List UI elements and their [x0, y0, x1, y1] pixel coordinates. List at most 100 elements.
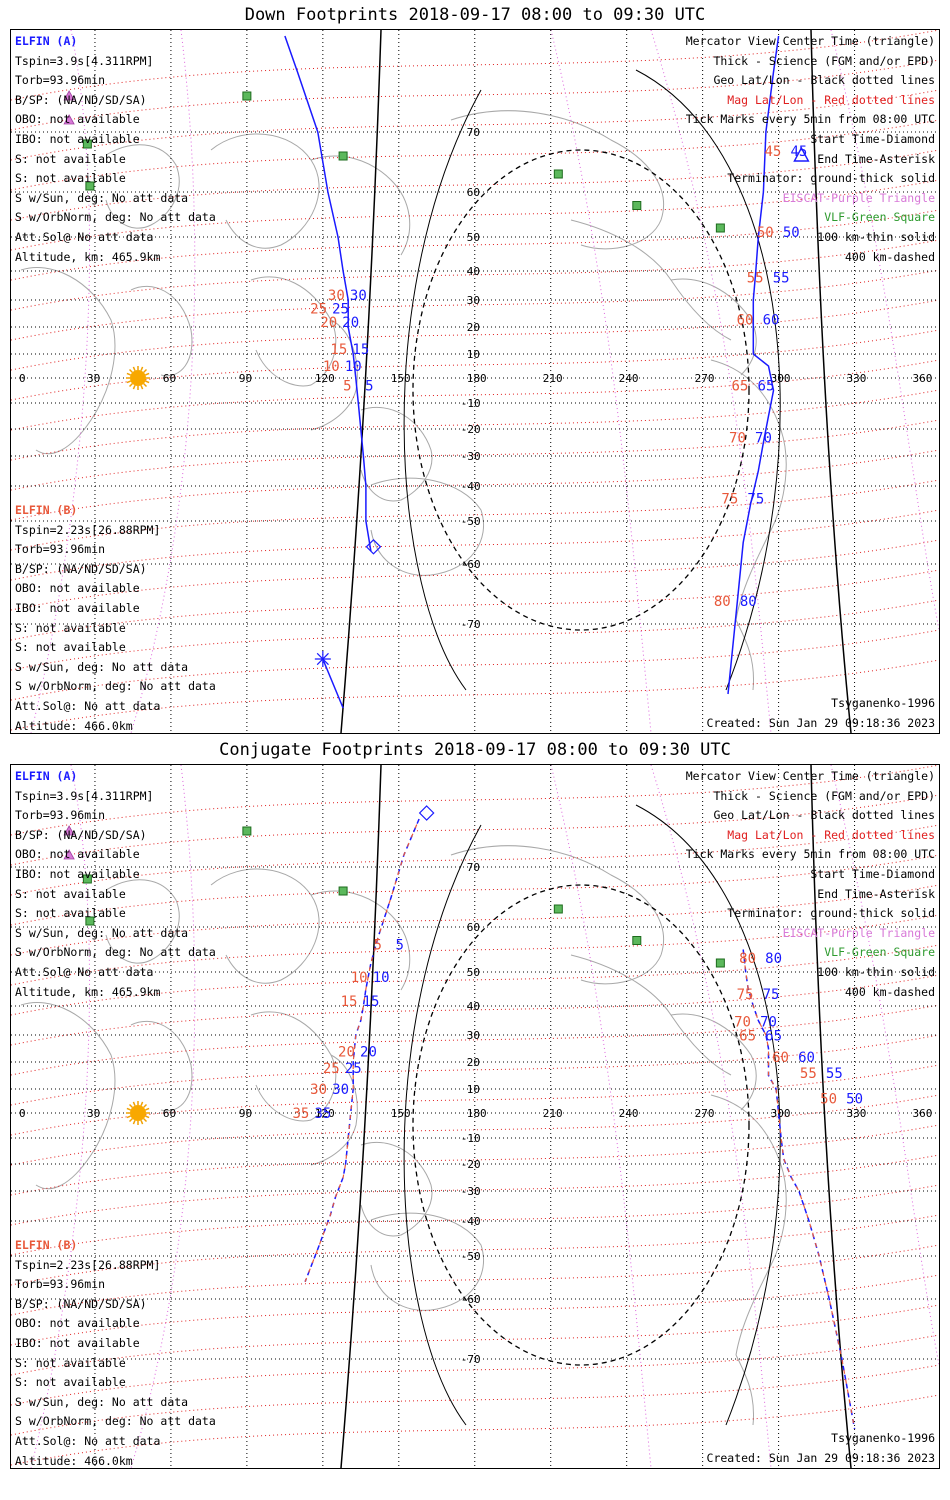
lon-tick-label: 150 — [391, 1107, 411, 1120]
lat-tick-label: -60 — [461, 558, 481, 571]
time-tick-label-b: 30 — [328, 288, 345, 304]
vlf-station-square — [715, 223, 725, 233]
elfin-b-info-line: B/SP: (NA/ND/SD/SA) — [15, 1296, 147, 1311]
lat-tick-label: 30 — [467, 294, 480, 307]
elfin-a-info-line: S w/Sun, deg: No att data — [15, 925, 189, 940]
eiscat-triangle — [63, 114, 75, 125]
coastline-10 — [670, 1013, 757, 1111]
coastline-6 — [360, 406, 433, 502]
time-tick-label-a: 60 — [798, 1050, 815, 1066]
time-tick-label-b: 20 — [320, 315, 337, 331]
coastline-11 — [710, 359, 787, 621]
mag-lat-line — [11, 1034, 939, 1106]
model-label: Tsyganenko-1996 — [831, 696, 935, 710]
lon-tick-label: 90 — [239, 1107, 252, 1120]
time-tick-label-a: 80 — [740, 594, 757, 610]
terminator-line — [810, 30, 852, 733]
elfin-a-info-line: S: not available — [15, 151, 126, 166]
elfin-b-info-line: S w/OrbNorm, deg: No att data — [15, 1414, 216, 1429]
elfin-a-info-line: S: not available — [15, 886, 126, 901]
time-tick-label-b: 10 — [351, 970, 368, 986]
center-time-triangle — [793, 146, 810, 162]
elfin-b-info: ELFIN (B) Tspin=2.23s[26.88RPM] Torb=93.96… — [15, 1236, 216, 1471]
time-tick-label-b: 35 — [292, 1106, 309, 1122]
elfin-b-info-line: Altitude: 466.0km — [15, 718, 133, 733]
lon-tick-label: 120 — [315, 372, 335, 385]
mag-lat-line — [11, 794, 939, 866]
coastline-1 — [105, 144, 180, 229]
legend-entry: Thick - Science (FGM and/or EPD) — [713, 53, 935, 68]
time-tick-label-b: 65 — [732, 379, 749, 395]
mag-lat-line — [11, 509, 939, 581]
down-footprints-map: 0 30 60 90 120 150 180 210 240 270 300 330 360 70 60 50… — [11, 30, 939, 733]
coastline-4 — [250, 276, 337, 387]
mag-lat-line — [11, 449, 939, 521]
vlf-station-square — [632, 201, 642, 210]
mag-lat-line — [11, 89, 939, 161]
time-tick-label-a: 65 — [765, 1028, 782, 1044]
time-tick-label-a: 65 — [758, 379, 775, 395]
time-tick-label-b: 70 — [734, 1014, 751, 1030]
mag-lat-line — [11, 854, 939, 926]
lat-tick-label: 40 — [467, 1000, 480, 1013]
down-footprints-panel: 0 30 60 90 120 150 180 210 240 270 300 330 360 70 60 50… — [10, 29, 940, 734]
100km-circle — [635, 69, 781, 691]
legend-entry: Start Time-Diamond — [810, 866, 935, 881]
vlf-station-square — [338, 886, 348, 896]
created-label: Created: Sun Jan 29 09:18:36 2023 — [706, 716, 935, 730]
elfin-b-trajectory — [742, 949, 856, 1430]
legend-entry: Geo Lat/Lon - Black dotted lines — [713, 73, 935, 88]
legend-entry: 100 km-thin solid — [817, 964, 935, 979]
elfin-a-header: ELFIN (A) — [15, 769, 78, 783]
start-diamond — [365, 538, 382, 555]
vlf-station-square — [553, 904, 563, 914]
mag-lat-line — [11, 1304, 939, 1376]
mag-lat-line — [11, 149, 939, 221]
mag-lat-line — [11, 359, 939, 431]
lat-tick-label: 50 — [467, 231, 480, 244]
elfin-b-info-line: OBO: not available — [15, 581, 140, 596]
mag-lat-line — [11, 1124, 939, 1196]
legend-entry: Tick Marks every 5min from 08:00 UTC — [685, 112, 935, 127]
elfin-b-header: ELFIN (B) — [15, 503, 78, 517]
elfin-b-trajectory — [304, 818, 420, 1283]
elfin-a-info-line: B/SP: (NA/ND/SD/SA) — [15, 92, 147, 107]
lon-tick-label: 0 — [19, 1107, 26, 1120]
lat-tick-label: 40 — [467, 265, 480, 278]
coastline-7 — [370, 1212, 485, 1311]
mag-lat-line — [11, 824, 939, 896]
elfin-a-info-line: Att.Sol@ No att data — [15, 964, 154, 979]
mag-lat-line — [11, 329, 939, 401]
elfin-a-info-line: S w/OrbNorm, deg: No att data — [15, 945, 216, 960]
lat-tick-label: 10 — [467, 348, 480, 361]
elfin-a-info-line: Altitude, km: 465.9km — [15, 249, 161, 264]
lon-tick-label: 60 — [163, 1107, 176, 1120]
lon-tick-label: 30 — [87, 1107, 100, 1120]
coastline-2 — [20, 266, 116, 455]
mag-lat-line — [11, 1184, 939, 1256]
mag-lat-line — [11, 1244, 939, 1316]
lat-tick-label: 70 — [467, 861, 480, 874]
time-tick-label-b: 45 — [764, 144, 781, 160]
time-tick-label-a: 70 — [760, 1014, 777, 1030]
400km-dashed-ring — [412, 149, 750, 631]
elfin-a-trajectory — [727, 35, 780, 695]
legend-entry: End Time-Asterisk — [817, 151, 935, 166]
time-tick-label-b: 50 — [757, 225, 774, 241]
elfin-a-info: ELFIN (A) Tspin=3.9s[4.311RPM] Torb=93.96m… — [15, 32, 216, 267]
coastline-10 — [670, 278, 757, 376]
elfin-a-trajectory — [322, 658, 344, 709]
elfin-a-info-line: IBO: not available — [15, 131, 140, 146]
lat-tick-label: 30 — [467, 1029, 480, 1042]
coastline-8 — [450, 110, 665, 250]
panel-title-conjugate: Conjugate Footprints 2018-09-17 08:00 to… — [219, 740, 731, 760]
time-tick-label-a: 45 — [790, 144, 807, 160]
legend-entry: Thick - Science (FGM and/or EPD) — [713, 788, 935, 803]
mag-lat-line — [11, 30, 939, 101]
elfin-b-info-line: S w/Sun, deg: No att data — [15, 659, 189, 674]
coastline-11 — [710, 1094, 787, 1356]
legend-entry: Geo Lat/Lon - Black dotted lines — [713, 808, 935, 823]
lat-tick-label: 50 — [467, 966, 480, 979]
elfin-b-info-line: S: not available — [15, 1375, 126, 1390]
legend: Mercator View Center Time (triangle) Thic… — [686, 32, 935, 267]
